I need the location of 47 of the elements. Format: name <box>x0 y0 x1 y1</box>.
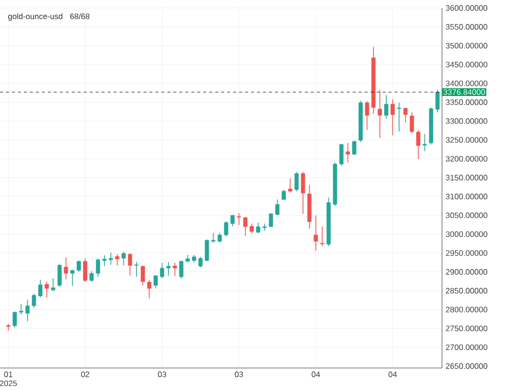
candlestick <box>64 257 68 280</box>
candlestick <box>256 222 260 234</box>
candlestick <box>352 140 356 156</box>
candlestick <box>70 269 74 286</box>
candlestick <box>108 252 113 266</box>
candlestick <box>422 134 427 152</box>
candlestick <box>378 89 382 138</box>
candlestick <box>140 265 145 286</box>
candlestick <box>416 130 420 160</box>
candlestick <box>134 261 139 278</box>
candlestick <box>179 260 184 280</box>
candlestick <box>250 223 254 234</box>
candlestick <box>12 311 17 328</box>
candlestick <box>90 270 94 282</box>
candlestick <box>172 262 177 276</box>
candlestick <box>198 256 203 268</box>
candlestick <box>211 232 216 244</box>
candlestick <box>320 226 324 247</box>
candlestick <box>122 251 126 266</box>
candlestick <box>346 142 350 163</box>
candlestick <box>38 279 42 298</box>
candlestick <box>243 216 248 236</box>
candlestick <box>128 253 132 276</box>
candlestick <box>384 94 388 120</box>
candlestick <box>83 258 88 282</box>
candlestick <box>236 212 242 226</box>
candlestick <box>76 260 81 272</box>
candlestick <box>390 98 395 136</box>
candlestick <box>51 278 56 292</box>
candlestick <box>410 112 414 134</box>
candlestick <box>224 220 228 237</box>
candlestick <box>154 274 158 289</box>
candlestick <box>147 279 152 299</box>
candlestick <box>44 281 49 298</box>
candlestick <box>300 172 306 214</box>
candlestick <box>218 232 222 243</box>
candlestick <box>294 172 299 192</box>
candlestick <box>403 107 408 123</box>
candlestick <box>397 102 402 132</box>
candlestick <box>275 199 280 216</box>
candlestick <box>314 214 318 252</box>
candlestick <box>19 304 24 315</box>
candlestick <box>58 264 62 287</box>
candlestick <box>288 178 292 194</box>
candlestick <box>435 89 440 113</box>
candlestick <box>115 254 120 266</box>
candlestick <box>204 239 209 262</box>
